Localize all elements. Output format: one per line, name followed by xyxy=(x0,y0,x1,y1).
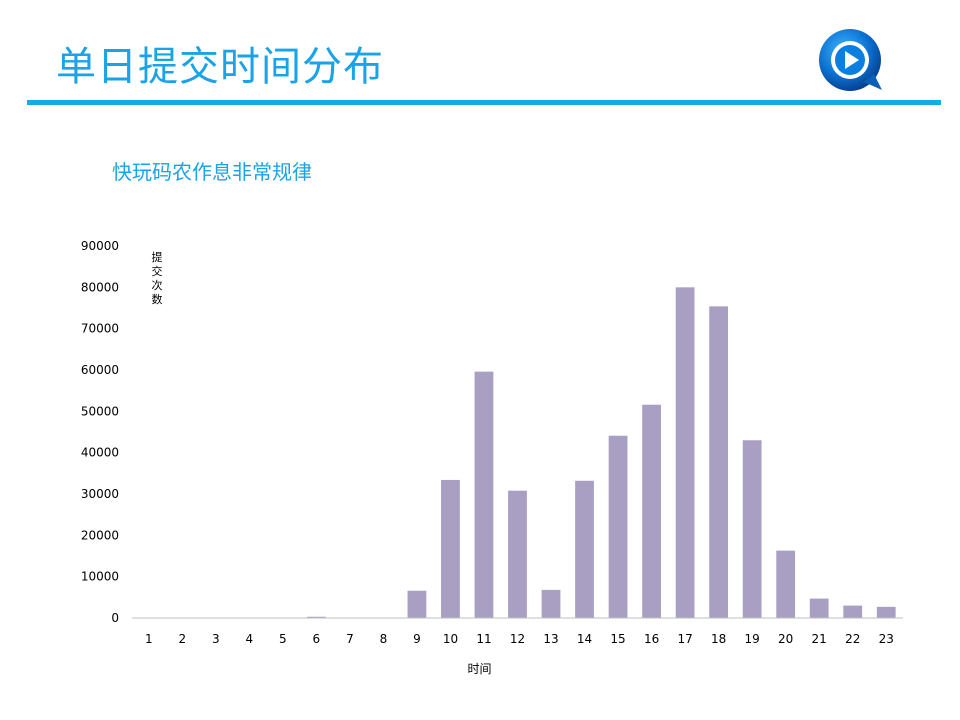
y-tick-label: 10000 xyxy=(81,570,119,584)
y-tick-label: 70000 xyxy=(81,322,119,336)
x-tick-label: 13 xyxy=(543,632,558,646)
y-tick-label: 90000 xyxy=(81,239,119,253)
y-axis-ticks: 0 10000 20000 30000 40000 50000 60000 70000 8000… xyxy=(81,239,119,625)
x-tick-label: 15 xyxy=(610,632,625,646)
bar-22 xyxy=(843,605,863,618)
y-axis-label-char: 提 xyxy=(152,251,163,264)
bar-13 xyxy=(541,589,561,618)
x-tick-label: 20 xyxy=(778,632,793,646)
title-underline xyxy=(27,100,941,105)
x-tick-label: 8 xyxy=(380,632,388,646)
x-tick-label: 12 xyxy=(510,632,525,646)
x-tick-label: 7 xyxy=(346,632,354,646)
bar-16 xyxy=(642,404,661,618)
x-tick-label: 2 xyxy=(178,632,186,646)
y-tick-label: 20000 xyxy=(81,528,119,542)
bar-20 xyxy=(776,550,796,618)
chart-subtitle: 快玩码农作息非常规律 xyxy=(112,160,312,184)
x-tick-label: 5 xyxy=(279,632,287,646)
y-tick-label: 0 xyxy=(111,611,119,625)
bar-10 xyxy=(441,479,460,618)
play-q-logo-icon xyxy=(819,29,882,91)
bar-11 xyxy=(474,371,494,618)
bars xyxy=(306,287,896,618)
x-tick-label: 6 xyxy=(313,632,321,646)
bar-18 xyxy=(709,306,729,618)
y-tick-label: 80000 xyxy=(81,280,119,294)
y-tick-label: 30000 xyxy=(81,487,119,501)
x-tick-label: 23 xyxy=(879,632,894,646)
bar-21 xyxy=(809,598,829,618)
bar-14 xyxy=(575,480,594,618)
x-tick-label: 4 xyxy=(246,632,254,646)
bar-12 xyxy=(508,490,527,618)
x-tick-label: 1 xyxy=(145,632,153,646)
slide-title: 单日提交时间分布 xyxy=(56,44,384,90)
x-tick-label: 21 xyxy=(812,632,827,646)
x-axis-label: 时间 xyxy=(467,662,491,676)
bar-23 xyxy=(876,606,896,618)
x-tick-label: 17 xyxy=(677,632,692,646)
y-tick-label: 40000 xyxy=(81,446,119,460)
y-axis-label-char: 数 xyxy=(152,293,163,306)
bar-9 xyxy=(407,590,427,618)
x-tick-label: 22 xyxy=(845,632,860,646)
x-tick-label: 18 xyxy=(711,632,726,646)
x-tick-label: 10 xyxy=(443,632,458,646)
x-tick-label: 9 xyxy=(413,632,421,646)
x-axis-ticks: 1 2 3 4 5 6 7 8 9 10 11 12 13 14 15 16 17 18 19 20 21 22 23 xyxy=(145,632,894,646)
bar-19 xyxy=(742,440,762,618)
x-tick-label: 19 xyxy=(745,632,760,646)
bar-6 xyxy=(306,616,326,618)
y-axis-label-char: 交 xyxy=(152,264,163,278)
x-tick-label: 11 xyxy=(476,632,491,646)
y-tick-label: 60000 xyxy=(81,363,119,377)
y-axis-label-char: 次 xyxy=(152,278,163,292)
bar-17 xyxy=(675,287,695,618)
x-tick-label: 14 xyxy=(577,632,592,646)
bar-15 xyxy=(608,435,628,618)
x-tick-label: 16 xyxy=(644,632,659,646)
y-tick-label: 50000 xyxy=(81,404,119,418)
x-tick-label: 3 xyxy=(212,632,220,646)
